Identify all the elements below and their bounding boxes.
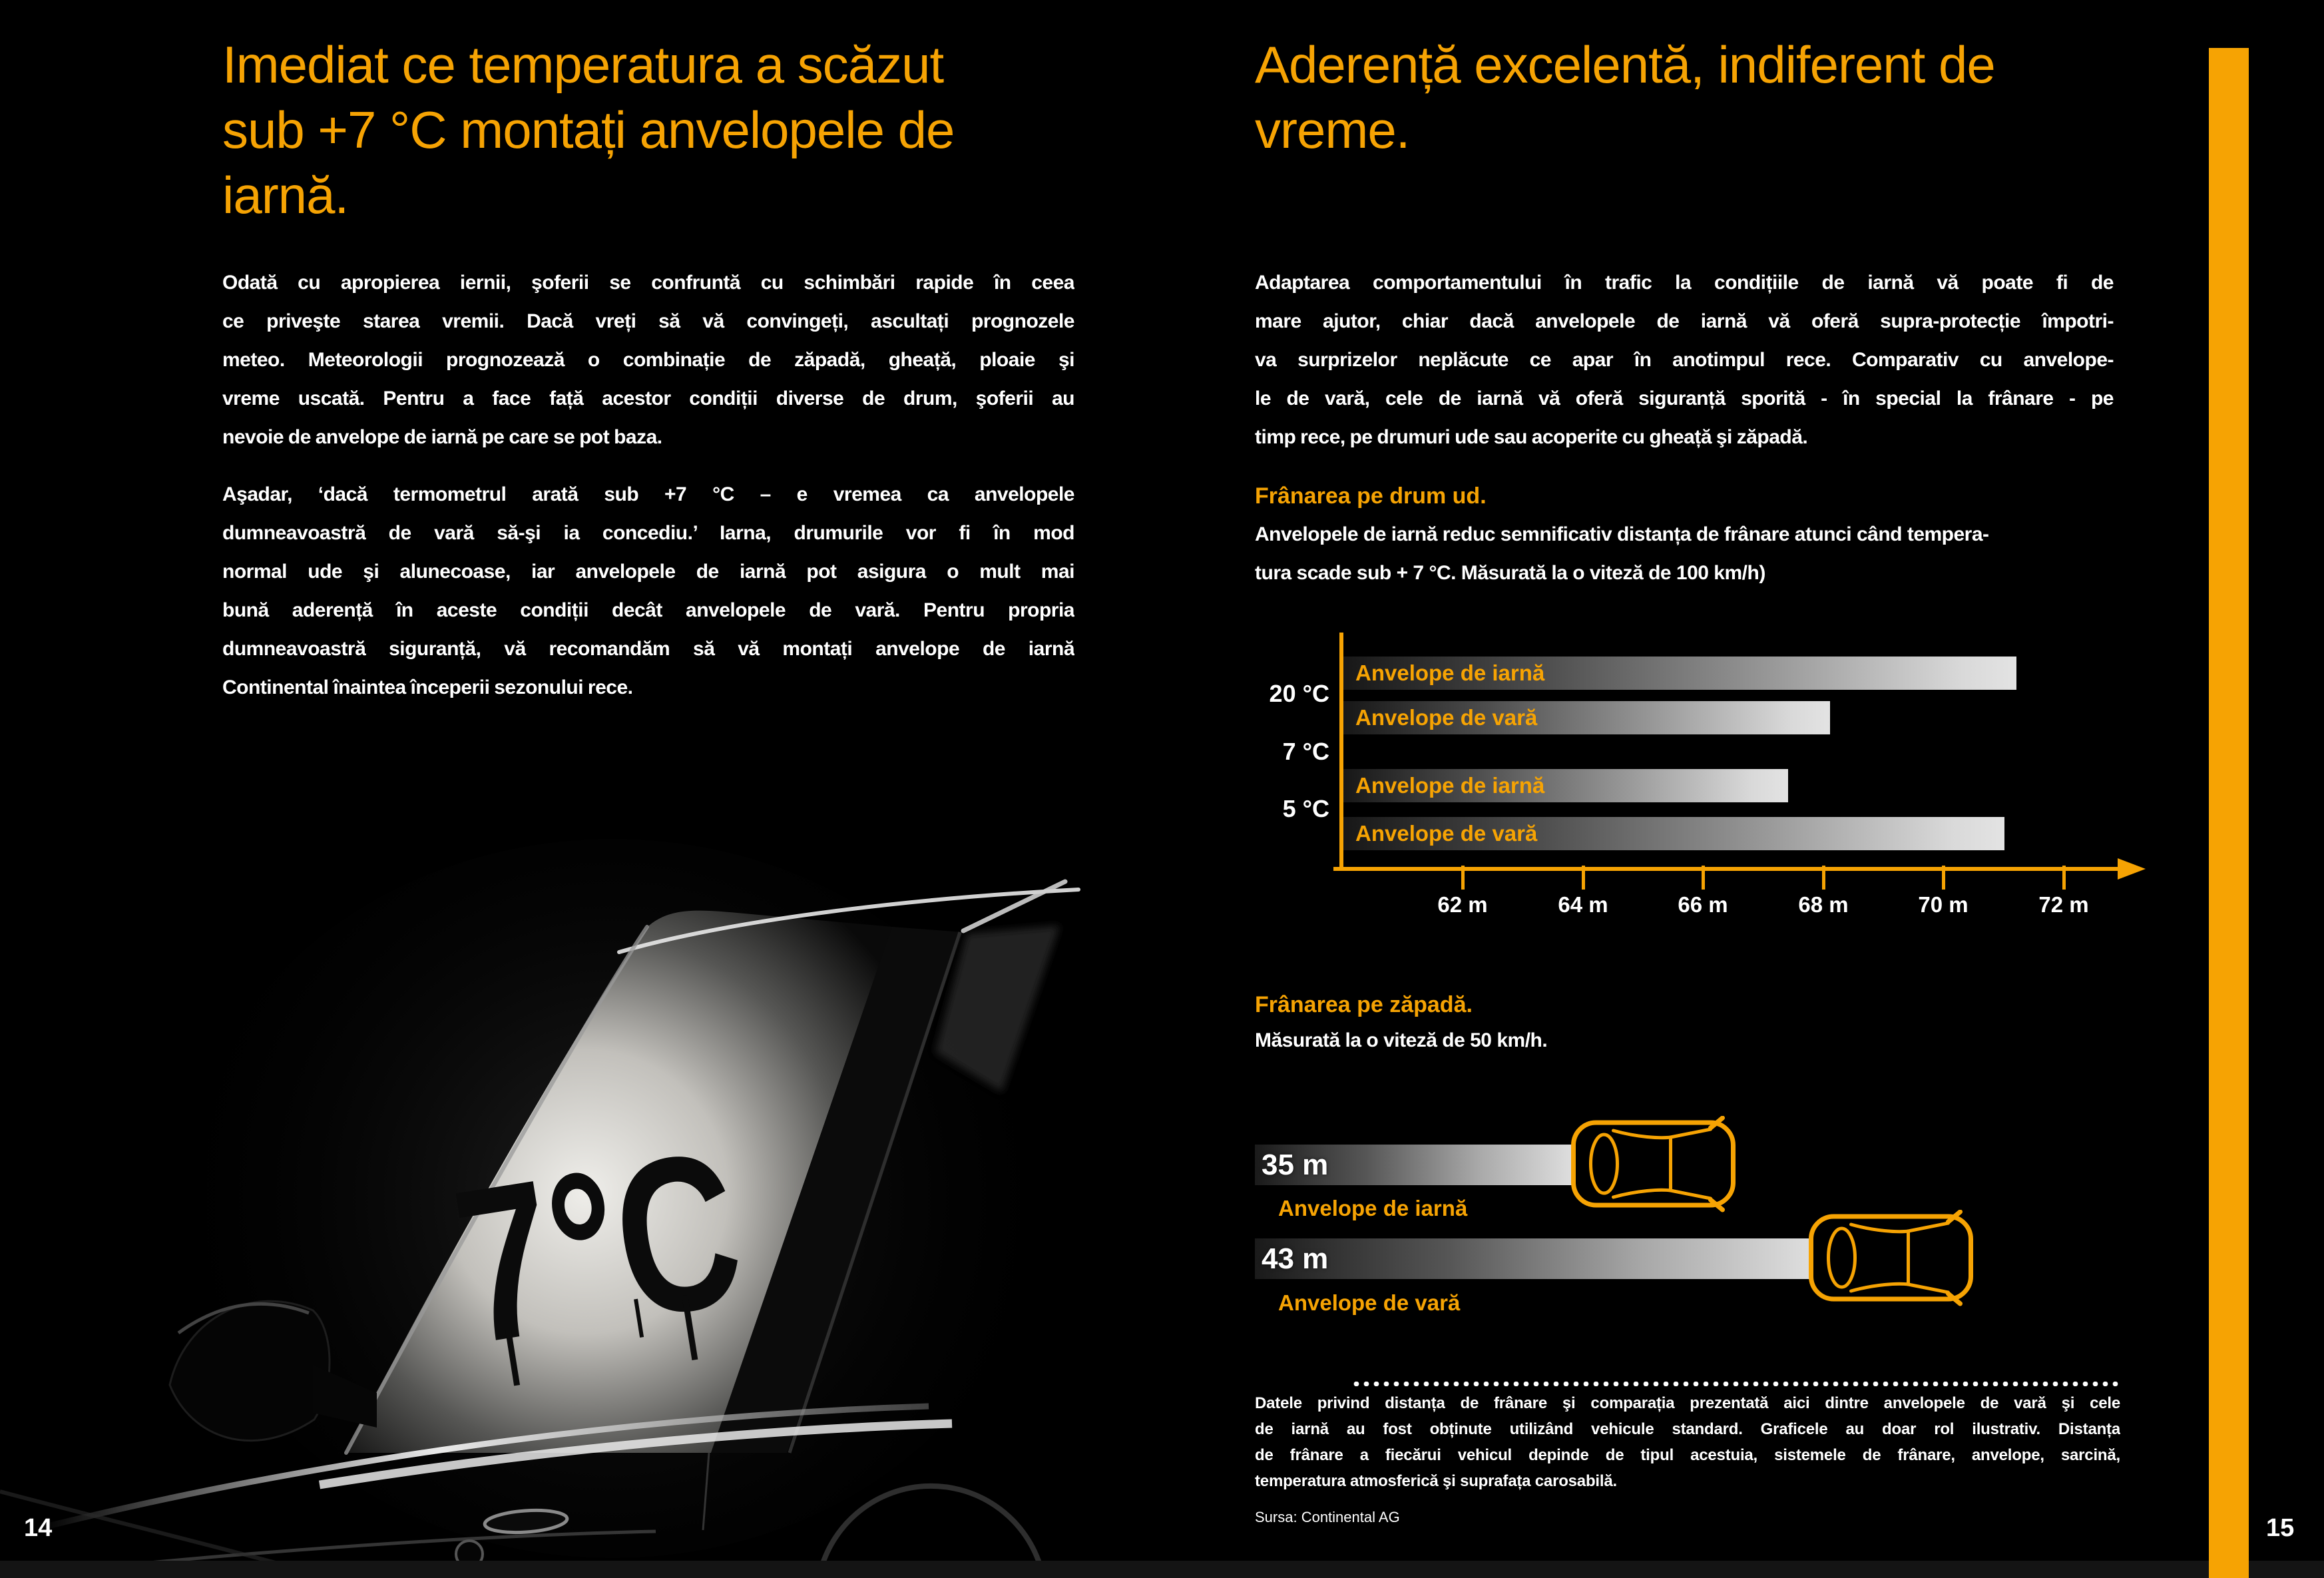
snow-bar-summer-label: Anvelope de vară: [1278, 1290, 1461, 1315]
bar-winter-20c: Anvelope de iarnă: [1343, 657, 2016, 690]
right-title-line: Aderență excelentă, indiferent de: [1255, 35, 1996, 94]
paragraph-line: nevoie de anvelope de iarnă pe care se p…: [222, 426, 662, 448]
paragraph-line: le de vară, cele de iarnă vă oferă sigur…: [1255, 388, 2114, 409]
brand-orange-stripe: [2209, 48, 2249, 1578]
chart-y-axis: [1339, 633, 1343, 871]
svg-text:7°C: 7°C: [441, 1103, 756, 1390]
left-title-line: sub +7 °C montați anvelopele de: [222, 101, 955, 159]
paragraph-line: mare ajutor, chiar dacă anvelopele de ia…: [1255, 310, 2114, 332]
snow-bar-winter: 35 m: [1255, 1145, 1572, 1185]
disclaimer: Datele privind distanța de frânare şi co…: [1255, 1390, 2120, 1494]
disclaimer-line: de frânare a fiecărui vehicul depinde de…: [1255, 1446, 2120, 1464]
left-page-title: Imediat ce temperatura a scăzut sub +7 °…: [222, 32, 1114, 228]
snow-braking-graphic: 35 m Anvelope de iarnă 43 m Anve: [1255, 1099, 2140, 1338]
left-title-line: iarnă.: [222, 166, 349, 224]
temp-label-5c: 5 °C: [1282, 795, 1329, 822]
car-top-view-icon: [1571, 1116, 1736, 1212]
car-window-illustration: 7°C: [0, 732, 1158, 1578]
right-title-line: vreme.: [1255, 101, 1410, 159]
description-line: tura scade sub + 7 °C. Măsurată la o vit…: [1255, 562, 1765, 584]
car-top-view-icon: [1809, 1210, 1973, 1306]
bar-label: Anvelope de vară: [1355, 705, 1538, 730]
disclaimer-line: temperatura atmosferică şi suprafața car…: [1255, 1472, 1617, 1490]
axis-tick-label: 64 m: [1558, 892, 1608, 917]
axis-tick-label: 66 m: [1678, 892, 1728, 917]
left-paragraph-1: Odată cu apropierea iernii, şoferii se c…: [222, 264, 1074, 457]
paragraph-line: Adaptarea comportamentului în trafic la …: [1255, 272, 2114, 294]
axis-tick: [1461, 866, 1465, 890]
axis-tick-label: 68 m: [1798, 892, 1849, 917]
paragraph-line: Odată cu apropierea iernii, şoferii se c…: [222, 272, 1074, 294]
left-paragraph-2: Aşadar, ‘dacă termometrul arată sub +7 °…: [222, 475, 1074, 707]
snow-braking-description: Măsurată la o viteză de 50 km/h.: [1255, 1029, 1548, 1051]
paragraph-line: ce priveşte starea vremii. Dacă vreți să…: [222, 310, 1074, 332]
bar-summer-20c: Anvelope de vară: [1343, 701, 1831, 734]
paragraph-line: dumneavoastră de vară să-şi ia concediu.…: [222, 522, 1074, 544]
snow-braking-title: Frânarea pe zăpadă.: [1255, 992, 1473, 1017]
axis-tick-label: 72 m: [2038, 892, 2089, 917]
bar-label: Anvelope de vară: [1355, 821, 1538, 846]
paragraph-line: Aşadar, ‘dacă termometrul arată sub +7 °…: [222, 483, 1074, 505]
bar-label: Anvelope de iarnă: [1355, 773, 1545, 798]
right-page-title: Aderență excelentă, indiferent de vreme.: [1255, 32, 2200, 162]
temp-label-20c: 20 °C: [1269, 680, 1329, 707]
right-intro-paragraph: Adaptarea comportamentului în trafic la …: [1255, 264, 2114, 457]
bar-summer-5c: Anvelope de vară: [1343, 817, 2004, 850]
bar-label: Anvelope de iarnă: [1355, 660, 1545, 685]
axis-tick-label: 70 m: [1918, 892, 1969, 917]
page-number-left: 14: [24, 1514, 53, 1542]
paragraph-line: bună aderență în aceste condiții decât a…: [222, 599, 1074, 621]
axis-tick: [1822, 866, 1825, 890]
bar-winter-5c: Anvelope de iarnă: [1343, 769, 1788, 802]
axis-tick-label: 62 m: [1437, 892, 1488, 917]
source-credit: Sursa: Continental AG: [1255, 1509, 1400, 1525]
axis-tick: [2062, 866, 2066, 890]
paragraph-line: Continental înaintea începerii sezonului…: [222, 676, 633, 698]
snow-bar-winter-label: Anvelope de iarnă: [1278, 1196, 1468, 1220]
bottom-band: [0, 1561, 2324, 1578]
seven-degrees-graffiti: 7°C: [441, 1103, 756, 1390]
page-number-right: 15: [2266, 1514, 2295, 1542]
threshold-dotted-line: [1351, 1382, 2122, 1386]
snow-bar-summer: 43 m: [1255, 1238, 1810, 1279]
axis-tick: [1702, 866, 1705, 890]
distance-value: 35 m: [1262, 1148, 1329, 1181]
car-window-photo: 7°C: [0, 732, 1158, 1578]
paragraph-line: va surprizelor neplăcute ce apar în anot…: [1255, 349, 2114, 371]
left-title-line: Imediat ce temperatura a scăzut: [222, 35, 944, 94]
chart-x-axis-arrow: [2118, 858, 2146, 880]
disclaimer-line: de iarnă au fost obținute utilizând vehi…: [1255, 1420, 2120, 1438]
paragraph-line: dumneavoastră siguranță, vă recomandăm s…: [222, 638, 1074, 660]
paragraph-line: vreme uscată. Pentru a face față acestor…: [222, 388, 1074, 409]
disclaimer-line: Datele privind distanța de frânare şi co…: [1255, 1394, 2120, 1412]
temp-label-7c: 7 °C: [1282, 738, 1329, 765]
description-line: Anvelopele de iarnă reduc semnificativ d…: [1255, 523, 1989, 545]
wet-braking-chart: Anvelope de iarnă Anvelope de vară Anvel…: [1255, 633, 2146, 1386]
axis-tick: [1942, 866, 1945, 890]
distance-value: 43 m: [1262, 1242, 1329, 1275]
paragraph-line: timp rece, pe drumuri ude sau acoperite …: [1255, 426, 1808, 448]
chart-x-axis: [1333, 867, 2119, 871]
wet-braking-title: Frânarea pe drum ud.: [1255, 483, 1487, 509]
paragraph-line: normal ude şi alunecoase, iar anvelopele…: [222, 561, 1074, 583]
paragraph-line: meteo. Meteorologii prognozează o combin…: [222, 349, 1074, 371]
axis-tick: [1582, 866, 1585, 890]
wet-braking-description: Anvelopele de iarnă reduc semnificativ d…: [1255, 515, 2120, 593]
